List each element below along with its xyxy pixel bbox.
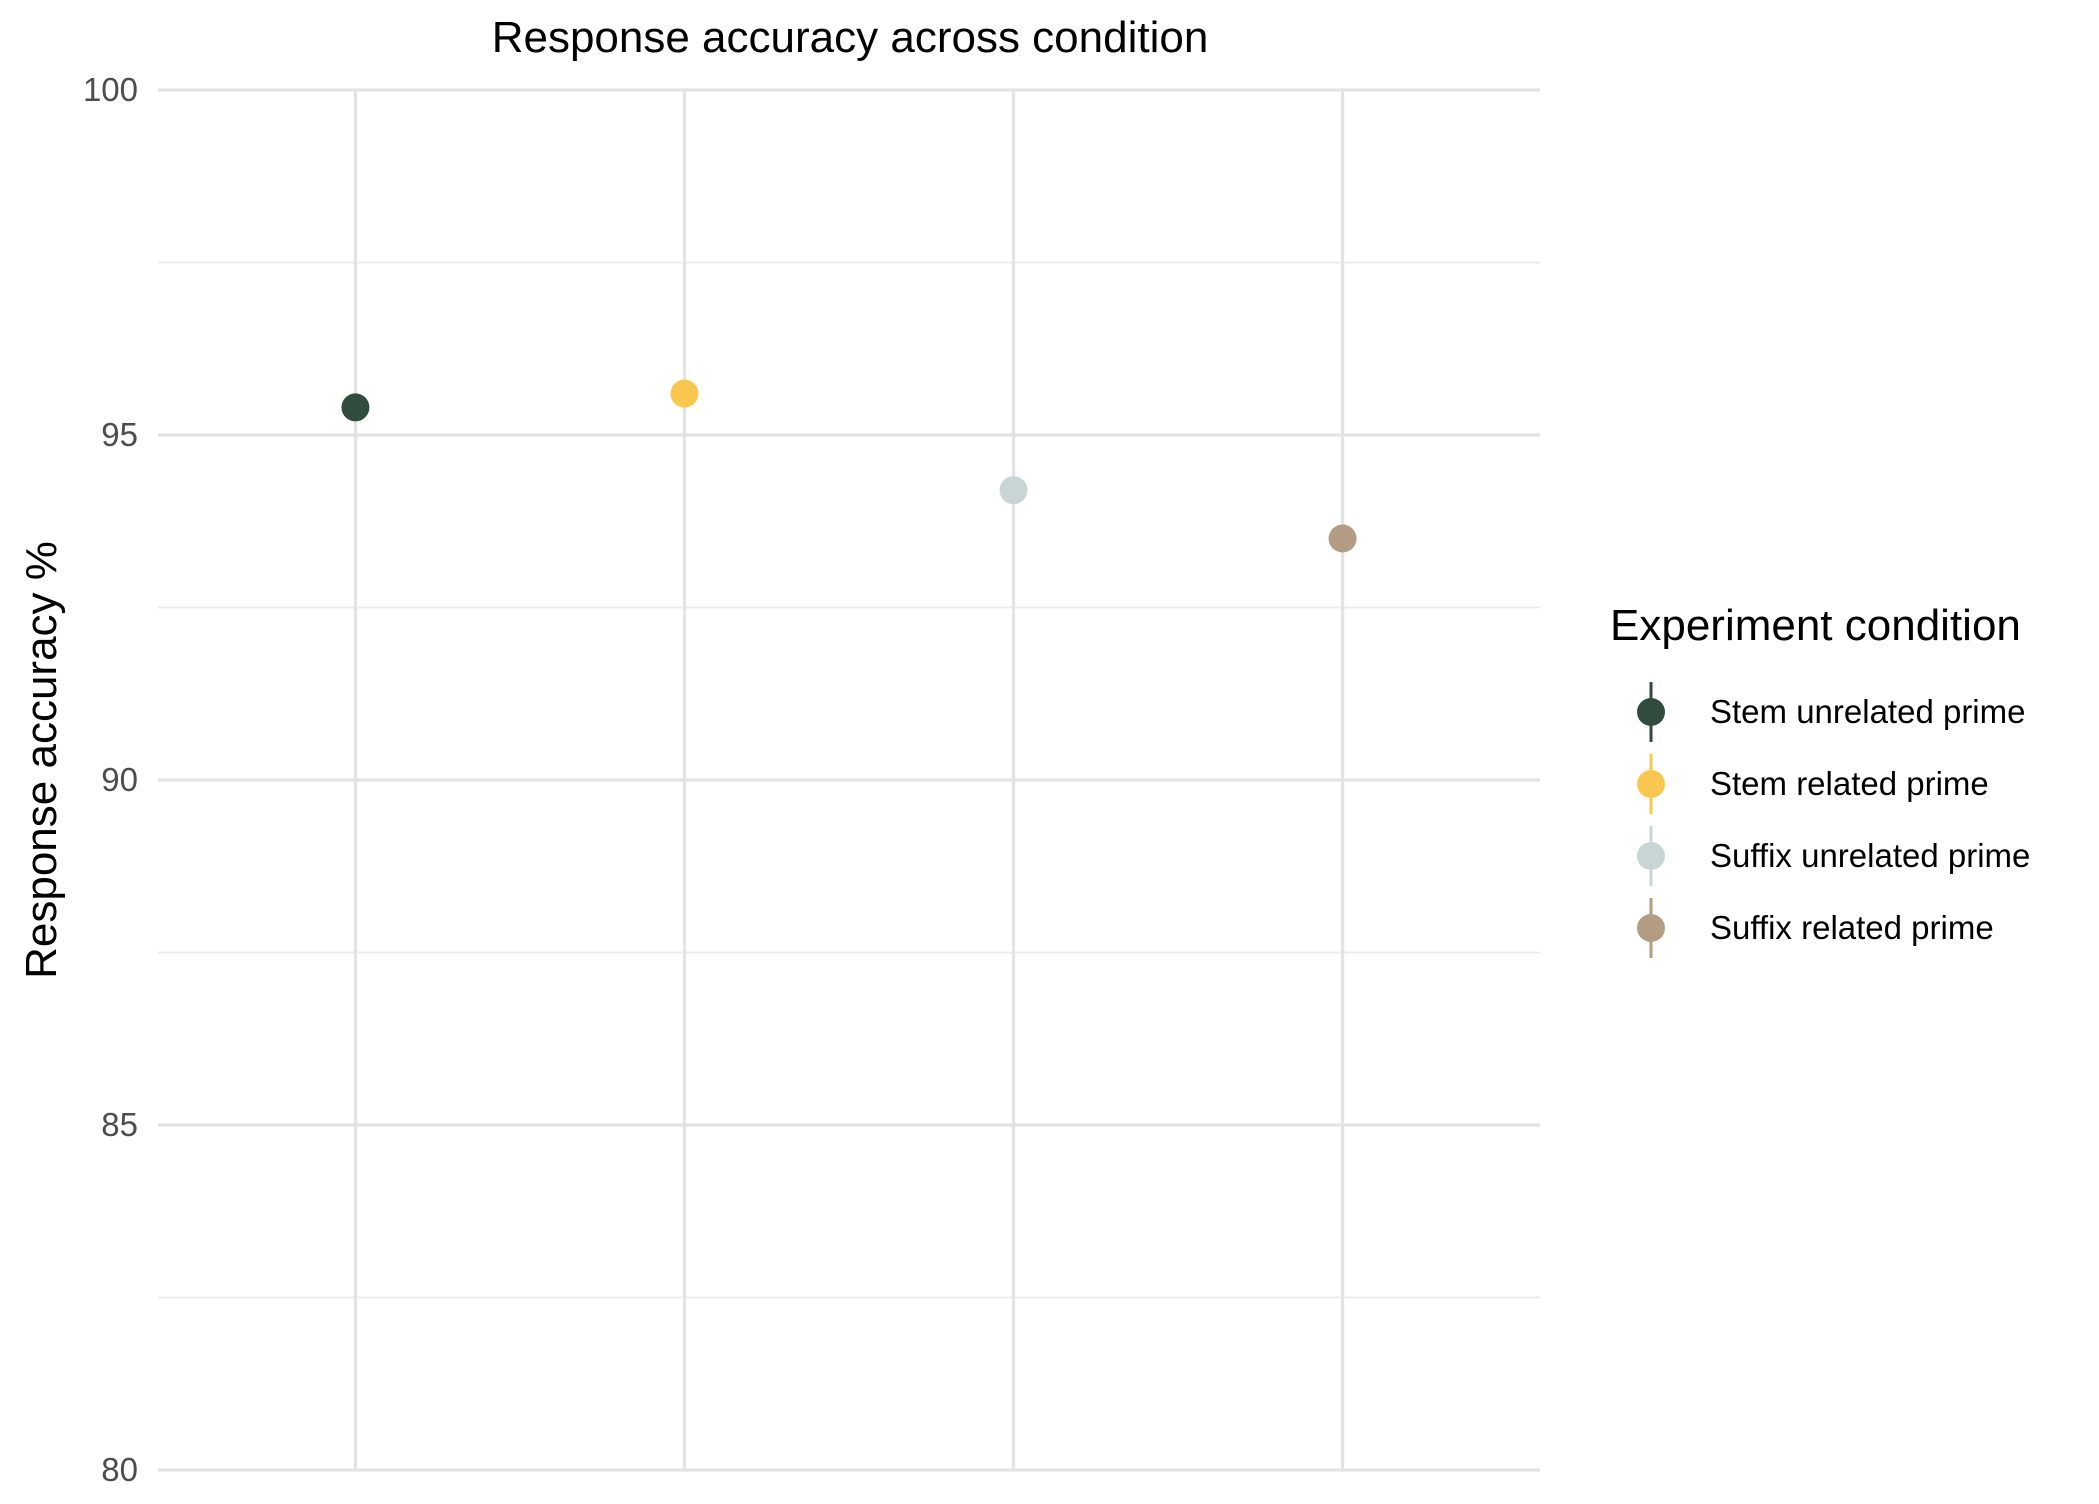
y-tick-label: 90 — [101, 761, 138, 798]
y-tick-label: 95 — [101, 416, 138, 453]
legend-title: Experiment condition — [1610, 601, 2021, 650]
plot-marks — [341, 379, 1357, 553]
data-point — [999, 476, 1028, 505]
legend-label: Stem unrelated prime — [1710, 693, 2025, 730]
y-tick-label: 80 — [101, 1451, 138, 1488]
data-point — [341, 393, 370, 422]
data-point — [670, 379, 699, 408]
legend-key-point — [1637, 698, 1665, 726]
y-axis-ticks: 80 85 90 95 100 — [83, 71, 138, 1488]
legend-key-point — [1637, 914, 1665, 942]
legend-key-point — [1637, 770, 1665, 798]
legend-label: Suffix unrelated prime — [1710, 837, 2030, 874]
data-point — [1328, 524, 1357, 553]
chart-title: Response accuracy across condition — [492, 13, 1209, 62]
y-tick-label: 100 — [83, 71, 138, 108]
grid — [158, 88, 1540, 1472]
legend: Experiment condition Stem unrelated prim… — [1610, 601, 2030, 958]
legend-label: Stem related prime — [1710, 765, 1989, 802]
legend-items: Stem unrelated prime Stem related prime Su… — [1637, 682, 2030, 958]
y-tick-label: 85 — [101, 1106, 138, 1143]
legend-label: Suffix related prime — [1710, 909, 1994, 946]
legend-key-point — [1637, 842, 1665, 870]
y-axis-label: Response accuracy % — [17, 541, 66, 979]
